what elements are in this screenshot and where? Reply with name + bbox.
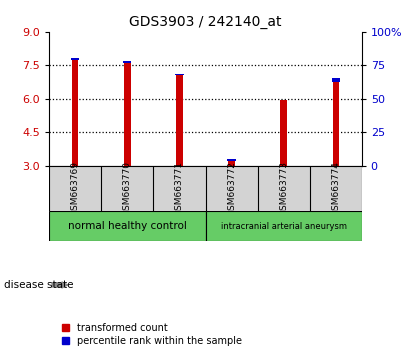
Text: GSM663774: GSM663774 [331,161,340,216]
Bar [176,75,182,166]
Bar [49,211,206,241]
Bar [229,161,235,166]
Bar [175,74,184,75]
Text: disease state: disease state [4,280,74,290]
Bar [280,100,287,166]
Bar [123,61,132,63]
Bar [71,58,79,60]
Legend: transformed count, percentile rank within the sample: transformed count, percentile rank withi… [62,323,242,346]
Text: GSM663771: GSM663771 [175,161,184,216]
Bar [206,211,362,241]
Title: GDS3903 / 242140_at: GDS3903 / 242140_at [129,16,282,29]
Text: normal healthy control: normal healthy control [68,221,187,231]
Text: GSM663769: GSM663769 [71,161,80,216]
Text: GSM663772: GSM663772 [227,161,236,216]
Bar [227,159,236,161]
Text: GSM663770: GSM663770 [123,161,132,216]
Bar [124,63,131,166]
Bar [332,78,340,82]
Text: GSM663773: GSM663773 [279,161,288,216]
Text: intracranial arterial aneurysm: intracranial arterial aneurysm [221,222,346,230]
Bar [72,60,79,166]
Bar [332,82,339,166]
